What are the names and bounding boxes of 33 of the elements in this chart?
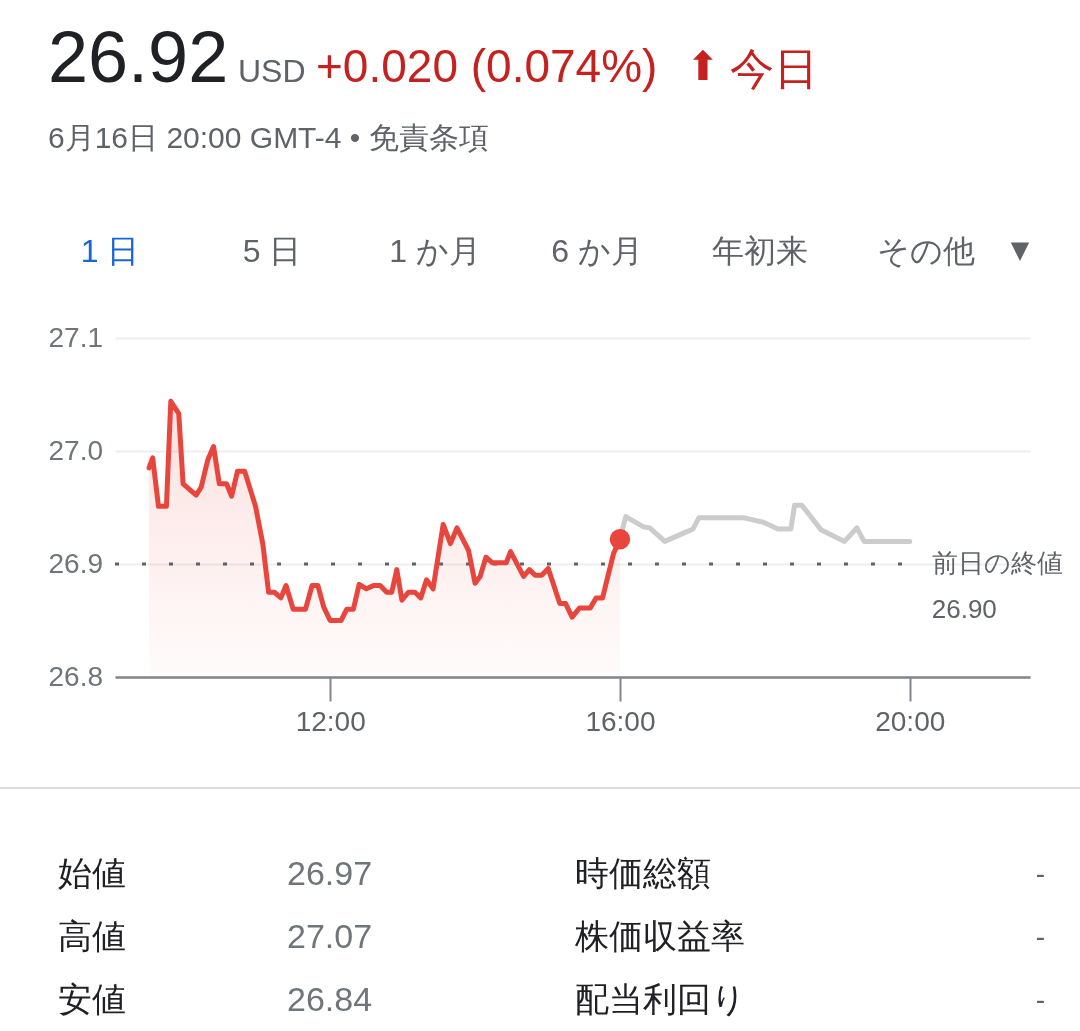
y-tick-label: 27.1 — [48, 321, 103, 353]
ref-line-label: 前日の終値 26.90 — [931, 548, 1063, 624]
text: 株価収益率 — [574, 917, 745, 955]
chart-title: 26.92 — [48, 17, 229, 97]
y-tick-label: 26.9 — [48, 547, 103, 579]
text: ▼ — [1010, 236, 1030, 264]
text: 6 か月 — [551, 233, 643, 269]
x-tick-label: 12:00 — [295, 705, 366, 737]
x-tick-label: 20:00 — [875, 705, 946, 737]
text: ⬆ — [686, 43, 720, 89]
text: +0.020 (0.074%) — [316, 40, 658, 92]
text: 安値 — [58, 980, 126, 1018]
text: 時価総額 — [575, 854, 711, 892]
text: 5 日 — [242, 233, 302, 269]
text: 始値 — [58, 854, 126, 892]
x-tick-label: 16:00 — [585, 705, 656, 737]
text: 配当利回り — [575, 980, 746, 1018]
text: 今日 — [730, 44, 818, 93]
text: 1 日 — [80, 233, 140, 269]
text: 27.07 — [287, 917, 373, 955]
y-tick-label: 26.8 — [48, 660, 103, 692]
text: - — [1035, 858, 1045, 889]
text: - — [1035, 984, 1045, 1015]
text: 26.84 — [287, 980, 373, 1018]
text: 年初来 — [712, 233, 808, 269]
text: その他 — [877, 233, 975, 269]
text: USD — [238, 53, 306, 89]
text: 高値 — [58, 917, 126, 955]
text: - — [1035, 921, 1045, 952]
y-tick-label: 27.0 — [48, 434, 103, 466]
text: 1 か月 — [389, 233, 481, 269]
text: 26.97 — [287, 854, 373, 892]
chart-subtitle: 6月16日 20:00 GMT-4 • 免責条項 — [48, 121, 489, 154]
